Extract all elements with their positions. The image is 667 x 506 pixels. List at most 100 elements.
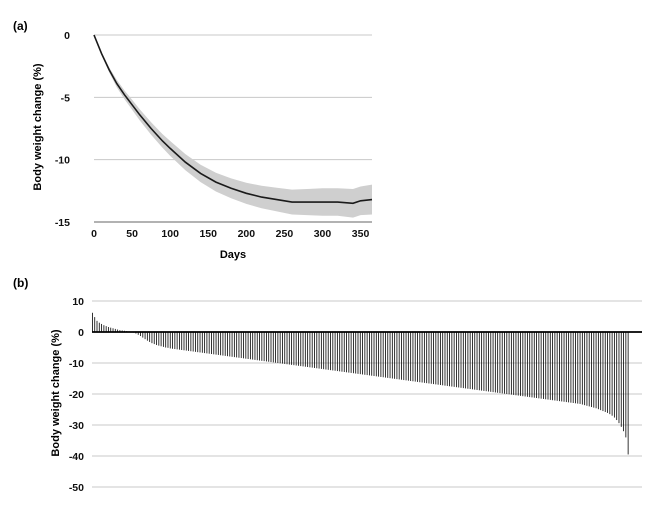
panel-b-bar: [348, 332, 350, 373]
panel-b-bar: [520, 332, 521, 396]
panel-b-bar: [588, 332, 590, 407]
panel-b-bar: [146, 332, 148, 341]
panel-b-bar: [403, 332, 405, 381]
panel-b-bar: [453, 332, 455, 387]
panel-b-bar: [362, 332, 363, 375]
panel-b-bar: [327, 332, 329, 370]
panel-a-x-tick-label: 200: [238, 228, 256, 240]
panel-b-bar: [401, 332, 402, 380]
panel-a-y-tick-label: -10: [55, 155, 70, 167]
panel-b-bar: [586, 332, 588, 406]
panel-b-bar: [268, 332, 270, 362]
panel-b-bar: [410, 332, 412, 381]
panel-b-bar: [380, 332, 382, 377]
panel-b-bar: [394, 332, 396, 379]
panel-b-bar: [288, 332, 290, 365]
panel-b-bar: [352, 332, 354, 374]
panel-b-bar: [217, 332, 219, 355]
panel-b-bar: [195, 332, 196, 352]
panel-b-bar: [494, 332, 496, 393]
panel-b-bar: [396, 332, 398, 380]
panel-b-bar: [547, 332, 549, 400]
panel-b-bar: [256, 332, 258, 361]
panel-a-x-tick-label: 0: [91, 228, 97, 240]
panel-b-bar: [252, 332, 254, 360]
panel-b-bar: [343, 332, 345, 372]
panel-b-bar: [602, 332, 604, 412]
panel-b-bar: [263, 332, 265, 362]
panel-b-bar: [382, 332, 384, 378]
panel-b-y-axis-title: Body weight change (%): [50, 329, 62, 456]
panel-b-bar: [98, 322, 100, 332]
panel-a-y-tick-label: -15: [55, 217, 70, 229]
panel-b-y-ticks: 10 0 -10 -20 -30 -40 -50: [69, 296, 84, 494]
panel-a-confidence-band: [94, 35, 372, 218]
panel-b-bar: [485, 332, 487, 392]
panel-b-bar: [568, 332, 570, 403]
panel-b-bar: [325, 332, 327, 370]
panel-b-bar: [215, 332, 217, 355]
panel-b-bar: [529, 332, 531, 398]
panel-b-bar: [336, 332, 338, 372]
panel-b-bar: [339, 332, 341, 372]
panel-b-bar: [405, 332, 407, 381]
panel-b-bar: [575, 332, 576, 404]
panel-b-bar: [526, 332, 528, 397]
panel-b-bar: [188, 332, 189, 351]
panel-b-bar: [108, 327, 109, 332]
panel-b-bar: [314, 332, 315, 368]
panel-b-bar: [426, 332, 428, 384]
panel-a-gridlines: [94, 34, 372, 161]
panel-a-x-tick-label: 50: [126, 228, 138, 240]
panel-b-bar: [197, 332, 199, 353]
panel-a-y-ticks: 0 -5 -10 -15: [55, 30, 70, 229]
panel-b-bar: [504, 332, 505, 394]
panel-b-bar: [604, 332, 606, 412]
panel-b-bar: [508, 332, 510, 395]
panel-b-bar: [595, 332, 597, 409]
panel-b-bar: [249, 332, 251, 360]
panel-b-bar: [620, 332, 622, 427]
panel-b-y-tick-label: 0: [78, 327, 84, 339]
panel-b-bar: [597, 332, 599, 410]
panel-b-bar: [417, 332, 418, 382]
panel-b-bar: [472, 332, 473, 390]
panel-b-bar: [320, 332, 322, 369]
panel-b-bar: [536, 332, 537, 399]
panel-b-bar: [94, 317, 96, 332]
panel-b-bar: [581, 332, 583, 405]
panel-b-bar: [211, 332, 212, 355]
panel-a-x-tick-label: 350: [352, 228, 370, 240]
panel-b-bar: [286, 332, 288, 365]
panel-b-bar: [433, 332, 434, 385]
panel-b-bar: [540, 332, 542, 399]
panel-b-bar: [570, 332, 572, 403]
panel-b-bars: [92, 312, 629, 455]
panel-a-y-tick-label: 0: [64, 30, 70, 42]
panel-b-bar: [350, 332, 352, 373]
panel-b-bar: [204, 332, 206, 354]
panel-b-bar: [389, 332, 391, 379]
panel-b-bar: [407, 332, 409, 381]
panel-b-bar: [167, 332, 169, 348]
panel-b-bar: [625, 332, 627, 438]
panel-b-bar: [284, 332, 286, 364]
panel-b-bar: [300, 332, 302, 367]
panel-b-bar: [208, 332, 210, 354]
panel-b-bar: [355, 332, 357, 374]
panel-b-bar: [318, 332, 320, 369]
panel-b-bar: [151, 332, 153, 344]
panel-b-bar: [265, 332, 267, 362]
panel-a-x-ticks: 0 50 100 150 200 250 300 350: [91, 228, 369, 240]
panel-b-bar: [101, 323, 103, 332]
panel-b-bar: [334, 332, 336, 371]
panel-b-bar: [430, 332, 432, 384]
panel-b-bar: [332, 332, 334, 371]
panel-b-bar: [623, 332, 624, 432]
panel-b-bar: [224, 332, 226, 356]
panel-b-bar: [446, 332, 448, 386]
panel-b-bar: [227, 332, 228, 357]
panel-b-bar: [291, 332, 293, 365]
panel-a-mean-line: [93, 34, 373, 205]
